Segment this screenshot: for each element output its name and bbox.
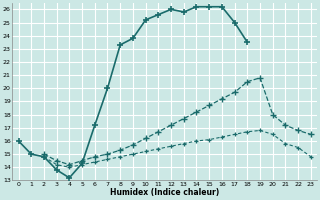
- X-axis label: Humidex (Indice chaleur): Humidex (Indice chaleur): [110, 188, 219, 197]
